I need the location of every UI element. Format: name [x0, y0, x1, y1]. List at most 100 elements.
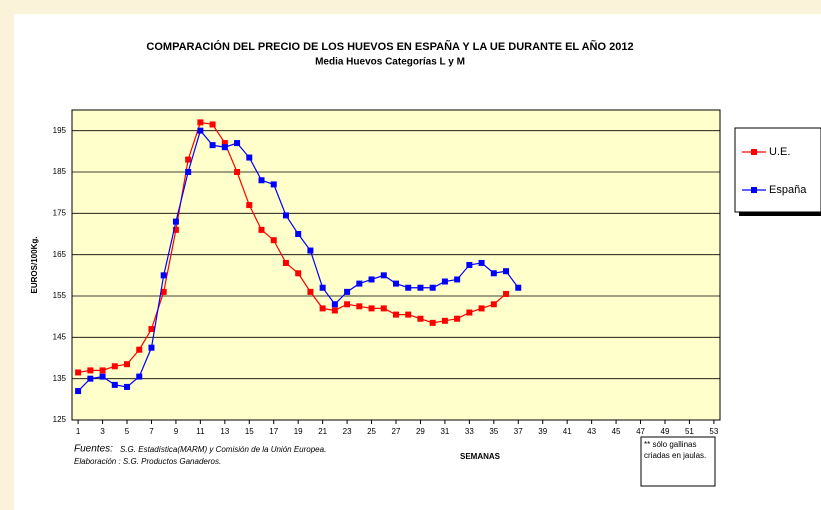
marker [160, 288, 167, 295]
marker [87, 375, 94, 382]
x-tick-label: 15 [245, 427, 254, 436]
credit: Elaboración : S.G. Productos Ganaderos. [74, 457, 221, 466]
y-tick-label: 145 [53, 332, 67, 341]
marker [417, 284, 424, 291]
x-tick-label: 5 [125, 427, 130, 436]
legend-label: España [769, 184, 807, 196]
x-tick-label: 51 [685, 427, 694, 436]
marker [172, 226, 179, 233]
x-tick-label: 49 [661, 427, 670, 436]
y-tick-label: 135 [53, 374, 67, 383]
marker [124, 383, 131, 390]
x-tick-label: 53 [709, 427, 718, 436]
chart-subtitle: Media Huevos Categorías L y M [315, 57, 465, 68]
legend-marker [751, 187, 757, 193]
x-tick-label: 7 [149, 427, 154, 436]
y-tick-label: 185 [53, 167, 67, 176]
x-tick-label: 39 [538, 427, 547, 436]
x-tick-label: 19 [294, 427, 303, 436]
x-tick-label: 35 [489, 427, 498, 436]
marker [466, 309, 473, 316]
y-tick-label: 155 [53, 291, 67, 300]
x-tick-label: 17 [269, 427, 278, 436]
x-tick-label: 41 [563, 427, 572, 436]
marker [111, 363, 118, 370]
marker [75, 369, 82, 376]
marker [356, 280, 363, 287]
marker [344, 301, 351, 308]
marker [197, 119, 204, 126]
marker [246, 202, 253, 209]
marker [124, 361, 131, 368]
legend-label: U.E. [769, 146, 790, 158]
y-axis-label: EUROS/100Kg. [30, 237, 39, 294]
marker [393, 280, 399, 287]
marker [185, 169, 192, 175]
marker [344, 288, 351, 295]
x-tick-label: 43 [587, 427, 596, 436]
marker [197, 127, 204, 134]
x-tick-label: 23 [343, 427, 352, 436]
marker [356, 303, 363, 310]
marker [478, 305, 485, 312]
x-tick-label: 45 [612, 427, 621, 436]
chart-title: COMPARACIÓN DEL PRECIO DE LOS HUEVOS EN … [146, 40, 633, 53]
x-tick-label: 3 [100, 427, 105, 436]
x-axis-label: SEMANAS [460, 452, 501, 461]
marker [503, 290, 510, 297]
marker [75, 388, 82, 395]
marker [258, 226, 265, 233]
marker [515, 284, 522, 291]
marker [490, 270, 497, 277]
marker [185, 156, 192, 163]
marker [234, 140, 241, 147]
marker [417, 315, 424, 322]
y-tick-label: 165 [53, 250, 67, 259]
marker [331, 301, 338, 308]
marker [490, 301, 497, 308]
marker [209, 142, 216, 149]
y-tick-label: 175 [53, 208, 67, 217]
x-tick-label: 33 [465, 427, 474, 436]
marker [221, 140, 228, 147]
x-tick-label: 31 [440, 427, 449, 436]
marker [282, 259, 289, 266]
marker [209, 121, 216, 128]
marker [246, 154, 253, 161]
marker [429, 284, 436, 291]
marker [172, 218, 179, 225]
legend [734, 127, 821, 213]
marker [393, 311, 399, 318]
marker [331, 307, 338, 314]
x-tick-label: 37 [514, 427, 523, 436]
x-tick-label: 9 [174, 427, 179, 436]
x-tick-label: 25 [367, 427, 376, 436]
marker [270, 181, 277, 188]
note-line: criadas en jaulas. [644, 451, 706, 460]
marker [87, 367, 94, 374]
marker [503, 268, 510, 275]
y-tick-label: 195 [53, 126, 67, 135]
marker [307, 247, 314, 254]
x-tick-label: 1 [76, 427, 81, 436]
marker [405, 284, 412, 291]
legend-marker [751, 149, 757, 155]
x-tick-label: 29 [416, 427, 425, 436]
marker [405, 311, 412, 318]
marker [441, 317, 448, 324]
marker [234, 169, 241, 175]
marker [258, 177, 265, 184]
marker [148, 326, 155, 333]
marker [319, 305, 326, 312]
marker [454, 276, 461, 283]
marker [380, 272, 387, 279]
marker [282, 212, 289, 219]
marker [466, 262, 473, 268]
marker [380, 305, 387, 312]
marker [307, 288, 314, 295]
x-tick-label: 11 [196, 427, 205, 436]
marker [136, 346, 143, 353]
marker [478, 259, 485, 266]
